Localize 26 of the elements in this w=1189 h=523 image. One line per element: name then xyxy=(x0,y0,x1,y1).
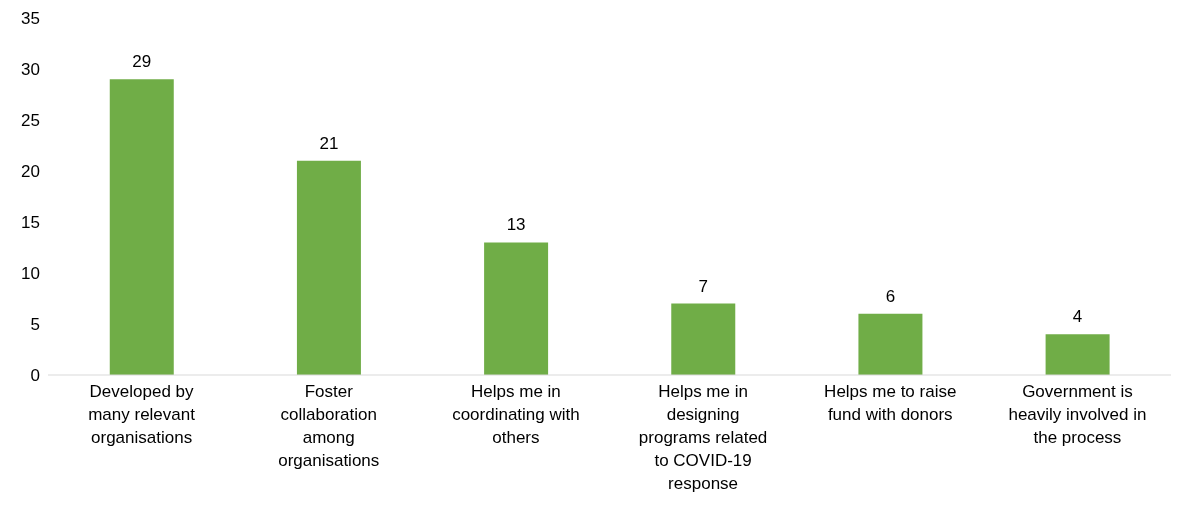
data-label: 6 xyxy=(885,286,896,306)
bar xyxy=(109,79,174,375)
x-tick-label: Helps me in designing programs related to COVID-19 response xyxy=(638,382,768,493)
y-tick-label: 15 xyxy=(21,213,40,233)
x-tick-label: Foster collaboration among organisations xyxy=(278,382,380,470)
y-tick-label: 30 xyxy=(21,60,40,80)
data-label: 13 xyxy=(506,215,526,235)
bar xyxy=(1045,334,1110,375)
x-tick-label: Helps me to raise fund with donors xyxy=(824,382,957,424)
bar xyxy=(858,313,923,375)
bar xyxy=(671,303,736,375)
x-tick-label: Government is heavily involved in the process xyxy=(1008,382,1147,447)
data-label: 4 xyxy=(1072,307,1083,327)
data-label: 21 xyxy=(319,133,339,153)
bar xyxy=(296,160,361,375)
y-tick-label: 20 xyxy=(21,162,40,182)
y-tick-label: 0 xyxy=(30,366,40,386)
data-label: 7 xyxy=(698,276,708,296)
y-tick-label: 5 xyxy=(30,315,40,335)
x-tick-label: Helps me in coordinating with others xyxy=(452,382,580,447)
y-tick-label: 25 xyxy=(21,111,40,131)
bar xyxy=(484,242,549,375)
x-tick-label: Developed by many relevant organisations xyxy=(88,382,196,447)
y-tick-label: 10 xyxy=(21,264,40,284)
data-label: 29 xyxy=(132,52,152,72)
y-tick-label: 35 xyxy=(21,9,40,29)
